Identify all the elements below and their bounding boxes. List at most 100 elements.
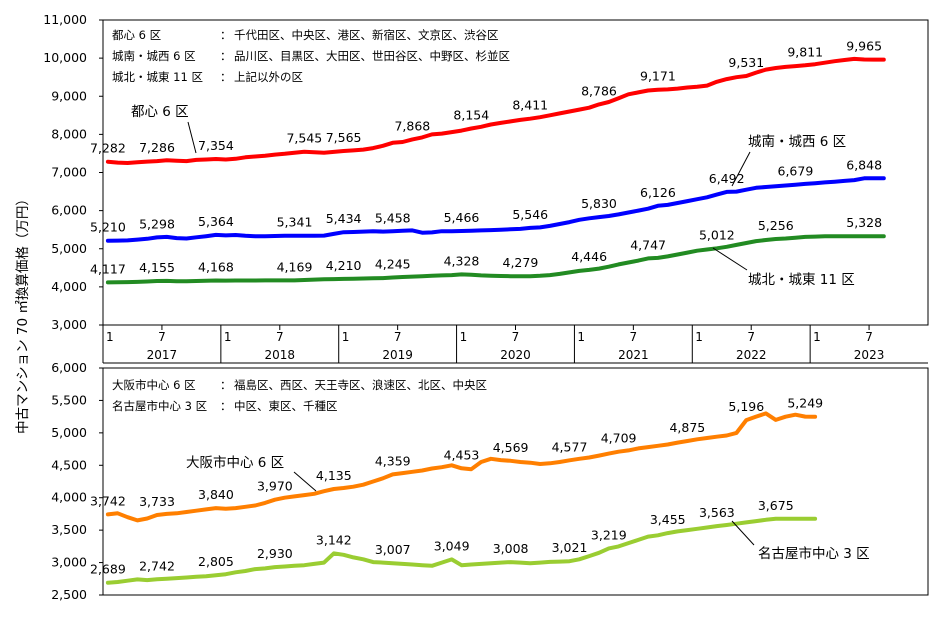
series-line: [105, 411, 818, 523]
data-label: 4,279: [503, 255, 539, 270]
data-label: 5,012: [699, 227, 735, 242]
y-tick-label: 4,000: [51, 490, 87, 505]
data-label: 5,434: [326, 211, 362, 226]
data-label: 4,117: [90, 261, 126, 276]
legend-note-wards: 中区、東区、千種区: [234, 399, 338, 413]
data-label: 5,328: [846, 215, 882, 230]
data-label: 4,453: [444, 447, 480, 462]
x-month-label: 1: [342, 330, 350, 344]
data-label: 4,577: [552, 439, 588, 454]
y-tick-label: 5,000: [51, 425, 87, 440]
data-label: 3,742: [90, 493, 126, 508]
x-year-label: 2020: [500, 348, 531, 362]
callout-leader: [293, 471, 317, 492]
x-month-label: 7: [747, 330, 755, 344]
legend-note-sep: ：: [220, 70, 232, 84]
data-label: 3,142: [316, 532, 352, 547]
series-callout: 城北・城東 11 区: [748, 272, 855, 288]
data-label: 8,786: [581, 83, 617, 98]
legend-note-name: 城北・城東 11 区: [112, 70, 203, 84]
y-tick-label: 6,000: [51, 203, 87, 218]
data-label: 7,286: [139, 140, 175, 155]
data-label: 7,282: [90, 141, 126, 156]
data-label: 7,545: [286, 131, 322, 146]
data-label: 9,811: [787, 44, 823, 59]
data-label: 6,492: [709, 171, 745, 186]
legend-note-wards: 品川区、目黒区、大田区、世田谷区、中野区、杉並区: [234, 49, 510, 63]
x-month-label: 7: [394, 330, 402, 344]
x-month-label: 1: [577, 330, 585, 344]
data-label: 9,965: [846, 38, 882, 53]
data-label: 5,298: [139, 216, 175, 231]
y-axis-label: 中古マンション 70 ㎡換算価格（万円）: [15, 192, 31, 434]
y-tick-label: 7,000: [51, 165, 87, 180]
data-label: 3,840: [198, 487, 234, 502]
legend-note-name: 大阪市中心 6 区: [112, 378, 196, 392]
data-label: 3,007: [375, 542, 411, 557]
y-tick-label: 3,000: [51, 317, 87, 332]
y-tick-label: 3,000: [51, 555, 87, 570]
data-label: 6,848: [846, 157, 882, 172]
data-label: 3,563: [699, 505, 735, 520]
data-label: 4,245: [375, 257, 411, 272]
data-label: 4,359: [375, 453, 411, 468]
y-tick-label: 8,000: [51, 126, 87, 141]
x-month-label: 1: [460, 330, 468, 344]
callout-leader: [731, 151, 751, 187]
data-label: 9,531: [728, 55, 764, 70]
legend-note-name: 都心 6 区: [112, 28, 161, 42]
callout-leader: [187, 121, 197, 154]
series-callout: 都心 6 区: [131, 104, 189, 120]
data-label: 3,455: [650, 512, 686, 527]
data-label: 5,458: [375, 210, 411, 225]
data-label: 5,466: [444, 210, 480, 225]
y-tick-label: 6,000: [51, 360, 87, 375]
data-label: 8,154: [453, 108, 489, 123]
data-label: 7,565: [326, 130, 362, 145]
data-label: 3,970: [257, 479, 293, 494]
bottom-plot-frame: [102, 367, 929, 596]
data-label: 4,569: [493, 440, 529, 455]
data-label: 4,446: [571, 249, 607, 264]
data-label: 2,930: [257, 546, 293, 561]
data-label: 4,169: [277, 259, 313, 274]
y-tick-label: 9,000: [51, 88, 87, 103]
data-label: 4,328: [444, 253, 480, 268]
x-month-label: 1: [106, 330, 114, 344]
x-year-label: 2017: [147, 348, 178, 362]
data-label: 3,021: [552, 540, 588, 555]
legend-note-sep: ：: [220, 28, 232, 42]
data-label: 9,171: [640, 69, 676, 84]
data-label: 6,126: [640, 185, 676, 200]
x-month-label: 7: [512, 330, 520, 344]
x-month-label: 1: [813, 330, 821, 344]
legend-note-name: 名古屋市中心 3 区: [112, 399, 207, 413]
series-callout: 城南・城西 6 区: [748, 134, 846, 150]
data-label: 4,709: [601, 431, 637, 446]
x-year-label: 2022: [736, 348, 767, 362]
data-label: 3,008: [493, 541, 529, 556]
data-label: 7,868: [394, 118, 430, 133]
legend-note-wards: 福島区、西区、天王寺区、浪速区、北区、中央区: [234, 378, 487, 392]
y-tick-label: 4,500: [51, 457, 87, 472]
data-label: 2,742: [139, 558, 175, 573]
x-month-label: 7: [158, 330, 166, 344]
x-year-label: 2021: [618, 348, 649, 362]
data-label: 3,733: [139, 494, 175, 509]
data-label: 5,364: [198, 214, 234, 229]
data-label: 4,135: [316, 468, 352, 483]
data-label: 6,679: [778, 164, 814, 179]
y-tick-label: 10,000: [43, 50, 87, 65]
legend-note-sep: ：: [220, 399, 232, 413]
data-label: 5,196: [728, 399, 764, 414]
data-label: 2,689: [90, 562, 126, 577]
legend-note-name: 城南・城西 6 区: [112, 49, 196, 63]
callout-leader: [731, 520, 755, 546]
data-label: 5,341: [277, 215, 313, 230]
x-year-label: 2018: [265, 348, 296, 362]
y-tick-label: 4,000: [51, 279, 87, 294]
legend-note-sep: ：: [220, 378, 232, 392]
data-label: 7,354: [198, 138, 234, 153]
data-label: 4,875: [669, 420, 705, 435]
